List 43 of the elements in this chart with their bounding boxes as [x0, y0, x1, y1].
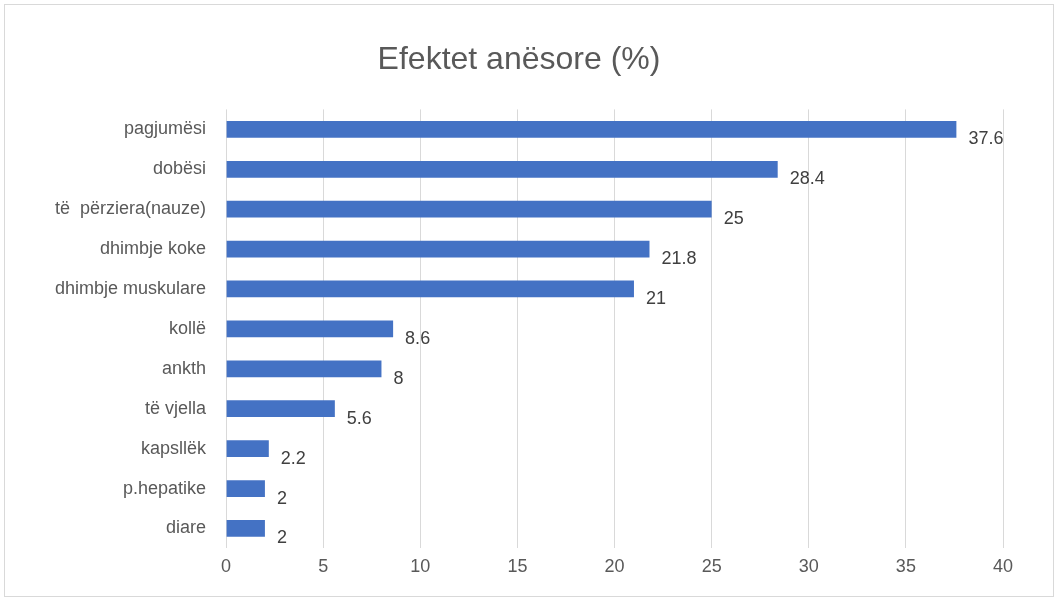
data-label: 28.4 — [789, 168, 825, 189]
bar — [226, 240, 650, 258]
x-tick-label: 20 — [604, 556, 625, 577]
y-tick-label: ankth — [162, 357, 207, 378]
y-tick-label: të përziera(nauze) — [55, 198, 207, 219]
data-label: 25 — [723, 208, 744, 229]
y-tick-label: pagjumësi — [124, 118, 207, 139]
x-tick-label: 25 — [701, 556, 722, 577]
y-tick-label: dobësi — [153, 158, 207, 179]
data-label: 37.6 — [968, 128, 1004, 149]
x-tick-label: 15 — [507, 556, 528, 577]
bar — [226, 200, 712, 218]
data-label: 2 — [276, 527, 287, 548]
data-label: 2.2 — [280, 447, 306, 468]
y-tick-label: kapsllëk — [141, 437, 208, 458]
y-tick-label: dhimbje muskulare — [55, 277, 207, 298]
data-label: 8 — [393, 367, 404, 388]
data-label: 21 — [645, 287, 666, 308]
x-tick-label: 5 — [318, 556, 329, 577]
bar — [226, 160, 778, 178]
bar — [226, 320, 394, 338]
x-tick-label: 30 — [798, 556, 819, 577]
x-tick-label: 40 — [992, 556, 1014, 577]
data-label: 21.8 — [661, 248, 697, 269]
y-tick-label: të vjella — [145, 397, 208, 418]
bar — [226, 280, 634, 298]
bar — [226, 520, 265, 537]
y-tick-label: dhimbje koke — [100, 238, 207, 259]
data-label: 8.6 — [405, 327, 431, 348]
y-tick-label: diare — [166, 517, 207, 538]
x-tick-label: 35 — [895, 556, 916, 577]
bar — [226, 480, 265, 497]
bar — [226, 400, 335, 418]
x-tick-label: 10 — [410, 556, 431, 577]
bar — [226, 360, 382, 378]
data-label: 5.6 — [346, 407, 372, 428]
bar — [226, 120, 957, 138]
y-tick-label: kollë — [169, 317, 207, 338]
y-tick-label: p.hepatike — [123, 477, 207, 498]
chart-title: Efektet anësore (%) — [377, 40, 661, 77]
x-tick-label: 0 — [221, 556, 232, 577]
bar — [226, 440, 269, 458]
data-label: 2 — [276, 487, 287, 508]
